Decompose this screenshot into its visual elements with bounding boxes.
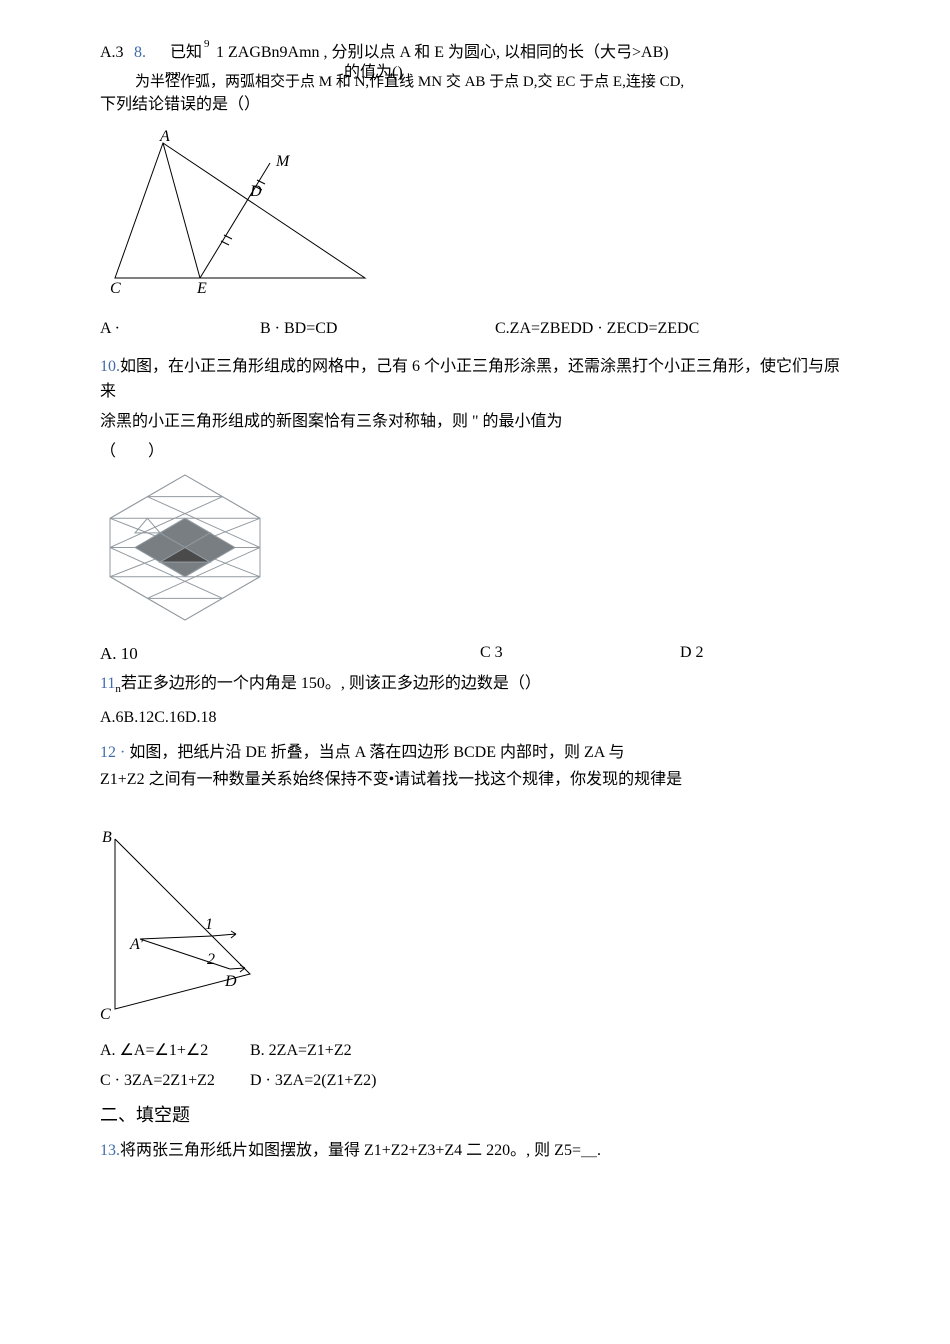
q10-number: 10. [100, 358, 120, 375]
q10-line1: 10.如图，在小正三角形组成的网格中，己有 6 个小正三角形涂黑，还需涂黑打个小… [100, 354, 850, 405]
q13-text: 将两张三角形纸片如图摆放，量得 Z1+Z2+Z3+Z4 二 220。, 则 Z5… [120, 1142, 601, 1159]
q8-options: A · B · BD=CD C.ZA=ZBEDD · ZECD=ZEDC [100, 316, 850, 342]
fold-label-c: C [100, 1006, 111, 1023]
q12-opt-d: D · 3ZA=2(Z1+Z2) [250, 1068, 410, 1094]
q12-opt-a: A. ∠A=∠1+∠2 [100, 1038, 240, 1064]
q13-number: 13. [100, 1142, 120, 1159]
q8-figure: A M D C E [100, 128, 380, 298]
q12-number: 12 · [100, 744, 129, 761]
q11-number: 11 [100, 675, 115, 692]
fold-label-b: B [102, 829, 112, 846]
fold-label-a: A′ [129, 936, 144, 953]
q10-opt-a: A. 10 [100, 640, 480, 667]
q12-opt-c: C · 3ZA=2Z1+Z2 [100, 1068, 240, 1094]
tri-label-m: M [275, 153, 291, 170]
q8-sup9: 9 [204, 36, 210, 54]
q10-options: A. 10 C 3 D 2 [100, 640, 850, 667]
q8-opt-a3: A.3 [100, 40, 124, 66]
q8-number: 8. [134, 40, 146, 66]
q10-line2: 涂黑的小正三角形组成的新图案恰有三条对称轴，则 " 的最小值为 [100, 409, 850, 435]
q8-conclusion: 下列结论错误的是（） [100, 92, 850, 118]
fold-label-1: 1 [205, 916, 213, 933]
q13-line: 13.将两张三角形纸片如图摆放，量得 Z1+Z2+Z3+Z4 二 220。, 则… [100, 1138, 850, 1164]
q12-figure: B A′ C D 1 2 [100, 824, 255, 1024]
q8-opt-b: B · BD=CD [260, 316, 495, 342]
q10-opt-c: C 3 [480, 640, 680, 667]
q10-hexagon-figure [100, 470, 270, 625]
tri-label-e: E [196, 280, 207, 297]
q8-opt-c: C.ZA=ZBEDD · ZECD=ZEDC [495, 316, 699, 342]
q8-line2: mn 的值为() 为半径作弧，两弧相交于点 M 和 N,作直线 MN 交 AB … [100, 64, 850, 88]
q8-radius-text: 为半径作弧，两弧相交于点 M 和 N,作直线 MN 交 AB 于点 D,交 EC… [135, 70, 684, 94]
q10-opt-d: D 2 [680, 640, 704, 667]
q12-text1: 如图，把纸片沿 DE 折叠，当点 A 落在四边形 BCDE 内部时，则 ZA 与 [129, 744, 624, 761]
q11-line: 11n若正多边形的一个内角是 150。, 则该正多边形的边数是（） [100, 671, 850, 699]
q10-paren: （ ） [100, 439, 850, 465]
q12-line2: Z1+Z2 之间有一种数量关系始终保持不变•请试着找一找这个规律，你发现的规律是 [100, 767, 850, 793]
q12-line1: 12 · 如图，把纸片沿 DE 折叠，当点 A 落在四边形 BCDE 内部时，则… [100, 740, 850, 766]
section-2-heading: 二、填空题 [100, 1101, 850, 1130]
q11-text: 若正多边形的一个内角是 150。, 则该正多边形的边数是（） [121, 675, 541, 692]
tri-label-d: D [249, 183, 262, 200]
tri-label-c: C [110, 280, 121, 297]
q11-options: A.6B.12C.16D.18 [100, 705, 850, 731]
q8-opt-a: A · [100, 316, 260, 342]
q8-known: 已知 [170, 40, 202, 66]
q12-opt-b: B. 2ZA=Z1+Z2 [250, 1038, 410, 1064]
q12-options: A. ∠A=∠1+∠2 B. 2ZA=Z1+Z2 C · 3ZA=2Z1+Z2 … [100, 1038, 850, 1093]
q8-line1: A.3 8. 已知 9 1 ZAGBn9Amn , 分别以点 A 和 E 为圆心… [100, 40, 850, 64]
fold-label-d: D [224, 973, 237, 990]
fold-label-2: 2 [207, 951, 215, 968]
q8-midtext: 1 ZAGBn9Amn , 分别以点 A 和 E 为圆心, 以相同的长（大弓>A… [216, 40, 669, 66]
q10-text1: 如图，在小正三角形组成的网格中，己有 6 个小正三角形涂黑，还需涂黑打个小正三角… [100, 358, 840, 401]
tri-label-a: A [159, 128, 170, 145]
